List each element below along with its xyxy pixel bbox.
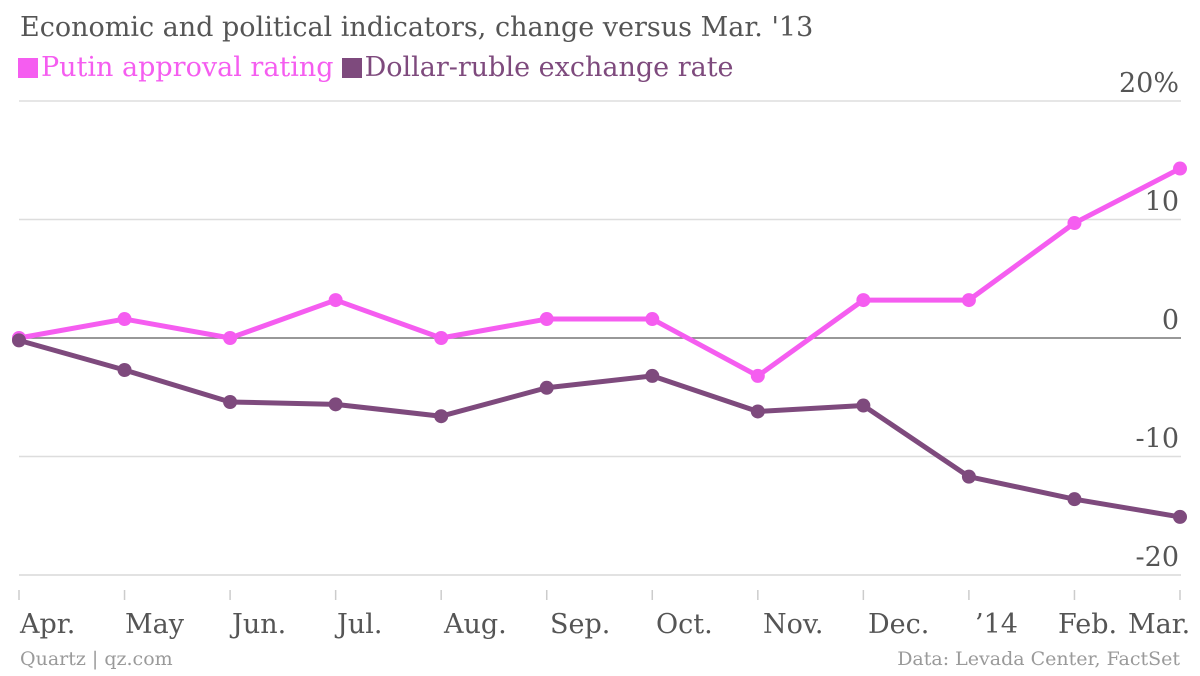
x-tick-label: Jul. [334,609,382,640]
data-point-1 [223,394,238,409]
x-tick-label: Mar. [1128,609,1190,640]
data-point-1 [1173,509,1187,524]
data-point-1 [434,409,449,424]
y-tick-label: -20 [1136,542,1179,573]
legend-label-ruble: Dollar-ruble exchange rate [364,52,734,83]
data-point-1 [750,404,765,419]
data-point-0 [328,293,343,308]
data-point-0 [539,312,554,327]
legend-item-putin: Putin approval rating [18,52,334,83]
data-point-0 [1067,216,1082,231]
x-tick-label: May [125,609,185,640]
data-point-0 [750,368,765,383]
x-tick-label: Nov. [763,609,824,640]
data-point-0 [961,293,976,308]
y-tick-label: 0 [1162,305,1179,336]
footer-source-right: Data: Levada Center, FactSet [897,648,1180,670]
series-line-0 [16,166,1183,379]
footer-source-left: Quartz | qz.com [20,648,173,670]
data-point-1 [12,333,26,348]
y-tick-label: 10 [1145,187,1179,218]
legend-swatch-putin [18,57,38,78]
legend-item-ruble: Dollar-ruble exchange rate [341,52,734,83]
data-point-0 [645,312,660,327]
y-tick-label: -10 [1136,424,1179,455]
x-tick-label: Aug. [443,609,507,640]
data-point-1 [328,397,343,412]
legend: Putin approval rating Dollar-ruble excha… [18,52,742,83]
x-tick-label: Oct. [656,609,713,640]
legend-label-putin: Putin approval rating [41,52,334,83]
series-line-1 [16,337,1183,520]
y-tick-label: 20% [1119,68,1179,99]
x-tick-label: ’14 [975,609,1018,640]
data-point-0 [856,293,871,308]
chart-title: Economic and political indicators, chang… [20,12,814,43]
legend-swatch-ruble [341,57,362,78]
data-point-1 [856,398,871,413]
data-point-1 [645,368,660,383]
x-tick-label: Dec. [868,609,929,640]
x-tick-label: Apr. [19,609,75,640]
data-point-1 [539,380,554,395]
data-point-1 [961,469,976,484]
data-point-0 [434,331,449,345]
data-point-0 [223,331,238,345]
data-point-0 [117,312,132,327]
data-point-1 [1067,492,1082,507]
data-point-0 [1173,161,1187,176]
data-point-1 [117,362,132,377]
x-tick-label: Feb. [1058,609,1117,640]
x-tick-label: Sep. [550,609,610,640]
x-tick-label: Jun. [229,609,286,640]
